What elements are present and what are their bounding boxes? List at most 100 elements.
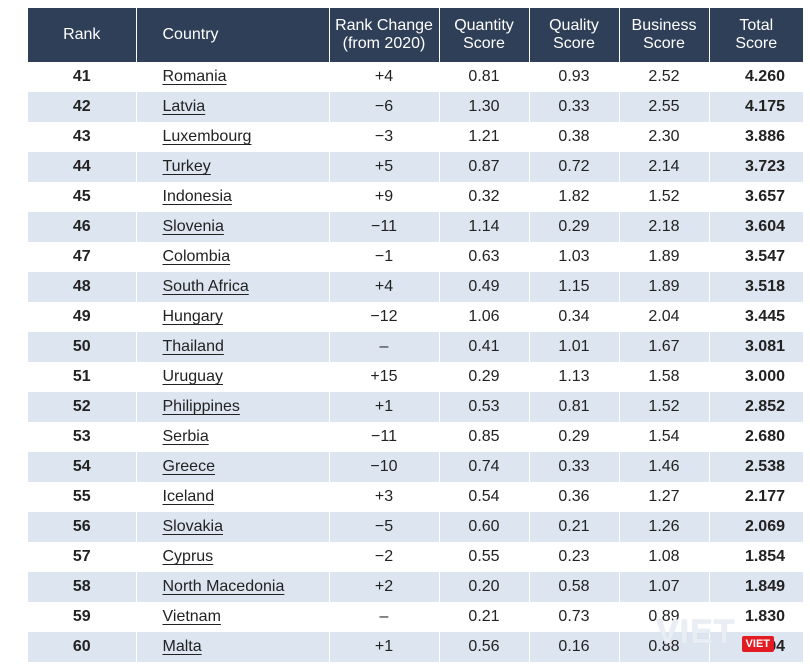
- cell-country[interactable]: Vietnam: [136, 602, 330, 632]
- country-link[interactable]: Turkey: [162, 158, 211, 175]
- cell-country[interactable]: Philippines: [136, 392, 330, 422]
- cell-quality-score: 0.93: [529, 62, 620, 92]
- country-link[interactable]: Serbia: [162, 428, 209, 445]
- cell-quality-score: 0.29: [529, 212, 620, 242]
- country-link[interactable]: Indonesia: [162, 188, 232, 205]
- cell-quantity-score: 0.54: [439, 482, 530, 512]
- country-link[interactable]: Slovenia: [162, 218, 224, 235]
- cell-total-score: 3.000: [709, 362, 803, 392]
- header-quality-score[interactable]: Quality Score: [529, 8, 620, 62]
- cell-business-score: 1.27: [619, 482, 710, 512]
- cell-business-score: 1.58: [619, 362, 710, 392]
- cell-country[interactable]: Serbia: [136, 422, 330, 452]
- cell-total-score: 2.069: [709, 512, 803, 542]
- cell-quantity-score: 0.74: [439, 452, 530, 482]
- table-row: 49 Hungary −12 1.06 0.34 2.04 3.445: [28, 302, 803, 332]
- cell-business-score: 1.89: [619, 242, 710, 272]
- cell-total-score: 2.538: [709, 452, 803, 482]
- cell-rank: 42: [28, 92, 137, 122]
- cell-quantity-score: 0.32: [439, 182, 530, 212]
- cell-country[interactable]: Slovakia: [136, 512, 330, 542]
- header-rank[interactable]: Rank: [28, 8, 137, 62]
- cell-quality-score: 1.15: [529, 272, 620, 302]
- cell-quantity-score: 1.06: [439, 302, 530, 332]
- country-link[interactable]: Greece: [162, 458, 215, 475]
- cell-business-score: 1.52: [619, 392, 710, 422]
- header-business-line1: Business: [631, 17, 697, 34]
- country-link[interactable]: Latvia: [162, 98, 206, 115]
- cell-rank: 58: [28, 572, 137, 602]
- cell-business-score: 0.89: [619, 602, 710, 632]
- country-link[interactable]: Philippines: [162, 398, 240, 415]
- cell-quality-score: 1.03: [529, 242, 620, 272]
- table-row: 54 Greece −10 0.74 0.33 1.46 2.538: [28, 452, 803, 482]
- country-link[interactable]: Luxembourg: [162, 128, 252, 145]
- cell-total-score: 3.604: [709, 212, 803, 242]
- cell-quality-score: 0.33: [529, 92, 620, 122]
- header-total-score[interactable]: Total Score: [709, 8, 803, 62]
- header-rank-change-line2: (from 2020): [342, 35, 426, 52]
- header-rank-change[interactable]: Rank Change (from 2020): [329, 8, 440, 62]
- cell-country[interactable]: Iceland: [136, 482, 330, 512]
- cell-country[interactable]: Hungary: [136, 302, 330, 332]
- cell-quantity-score: 0.63: [439, 242, 530, 272]
- cell-quantity-score: 0.41: [439, 332, 530, 362]
- cell-quality-score: 0.58: [529, 572, 620, 602]
- table-row: 50 Thailand –0.41 1.01 1.67 3.081: [28, 332, 803, 362]
- cell-rank-change: +2: [329, 572, 440, 602]
- cell-country[interactable]: Turkey: [136, 152, 330, 182]
- cell-country[interactable]: Uruguay: [136, 362, 330, 392]
- cell-country[interactable]: Indonesia: [136, 182, 330, 212]
- country-link[interactable]: Cyprus: [162, 548, 214, 565]
- header-business-score[interactable]: Business Score: [619, 8, 710, 62]
- cell-rank-change: +5: [329, 152, 440, 182]
- cell-rank-change: −10: [329, 452, 440, 482]
- cell-rank-change: –: [329, 602, 440, 632]
- country-link[interactable]: Thailand: [162, 338, 224, 355]
- country-link[interactable]: Colombia: [162, 248, 231, 265]
- cell-quality-score: 0.16: [529, 632, 620, 662]
- country-link[interactable]: Hungary: [162, 308, 223, 325]
- country-link[interactable]: Malta: [162, 638, 202, 655]
- cell-country[interactable]: Latvia: [136, 92, 330, 122]
- cell-total-score: 3.886: [709, 122, 803, 152]
- cell-country[interactable]: Luxembourg: [136, 122, 330, 152]
- cell-quantity-score: 0.55: [439, 542, 530, 572]
- cell-total-score: 4.175: [709, 92, 803, 122]
- cell-rank-change: +4: [329, 272, 440, 302]
- cell-rank-change: +15: [329, 362, 440, 392]
- country-link[interactable]: Romania: [162, 68, 227, 85]
- cell-rank: 47: [28, 242, 137, 272]
- cell-country[interactable]: Cyprus: [136, 542, 330, 572]
- watermark-text: VIET: [655, 613, 736, 651]
- header-rank-label: Rank: [63, 26, 101, 43]
- country-link[interactable]: Uruguay: [162, 368, 223, 385]
- table-row: 51 Uruguay +15 0.29 1.13 1.58 3.000: [28, 362, 803, 392]
- cell-quantity-score: 1.14: [439, 212, 530, 242]
- cell-country[interactable]: Thailand: [136, 332, 330, 362]
- table-header-row: Rank Country Rank Change (from 2020) Qua…: [28, 8, 803, 62]
- header-quantity-score[interactable]: Quantity Score: [439, 8, 530, 62]
- header-country[interactable]: Country: [136, 8, 330, 62]
- watermark-badge: VIET: [741, 636, 774, 652]
- cell-country[interactable]: Slovenia: [136, 212, 330, 242]
- cell-country[interactable]: Malta: [136, 632, 330, 662]
- country-link[interactable]: Slovakia: [162, 518, 223, 535]
- country-link[interactable]: South Africa: [162, 278, 249, 295]
- cell-quantity-score: 0.21: [439, 602, 530, 632]
- table-row: 59 Vietnam –0.21 0.73 0.89 1.830: [28, 602, 803, 632]
- cell-rank: 56: [28, 512, 137, 542]
- cell-quality-score: 0.73: [529, 602, 620, 632]
- cell-country[interactable]: South Africa: [136, 272, 330, 302]
- cell-country[interactable]: Romania: [136, 62, 330, 92]
- cell-rank: 57: [28, 542, 137, 572]
- cell-country[interactable]: Colombia: [136, 242, 330, 272]
- cell-rank: 60: [28, 632, 137, 662]
- cell-country[interactable]: North Macedonia: [136, 572, 330, 602]
- table-row: 47 Colombia −1 0.63 1.03 1.89 3.547: [28, 242, 803, 272]
- cell-business-score: 1.89: [619, 272, 710, 302]
- cell-country[interactable]: Greece: [136, 452, 330, 482]
- country-link[interactable]: Vietnam: [162, 608, 221, 625]
- country-link[interactable]: North Macedonia: [162, 578, 285, 595]
- country-link[interactable]: Iceland: [162, 488, 215, 505]
